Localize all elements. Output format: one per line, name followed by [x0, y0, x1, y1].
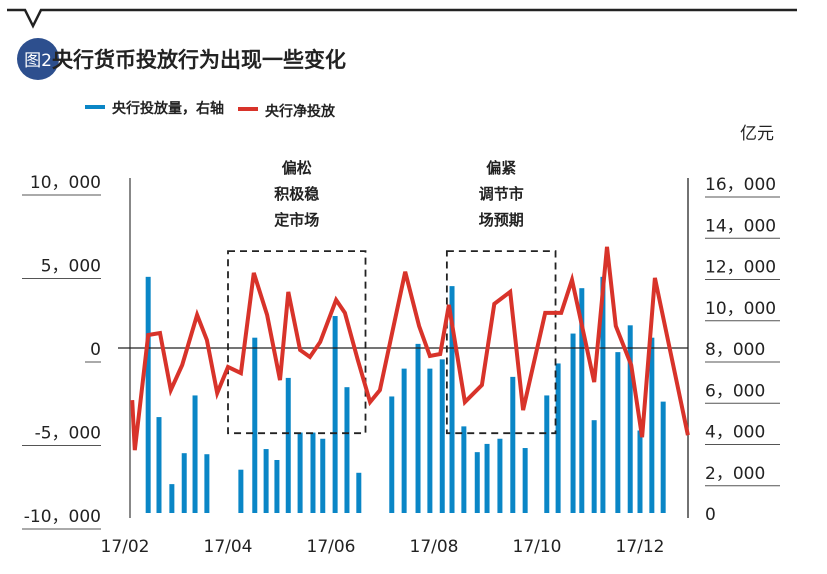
legend-label-bar: 央行投放量，右轴 [112, 100, 224, 117]
right-tick-label: 16，000 [705, 175, 776, 195]
bar-20 [427, 369, 432, 513]
header-rule [7, 10, 797, 26]
bar-7 [252, 338, 257, 513]
legend-swatch-line [238, 107, 258, 111]
unit-label: 亿元 [740, 124, 774, 144]
x-tick-label: 17/04 [204, 537, 253, 557]
bar-24 [475, 452, 480, 513]
x-tick-label: 17/06 [307, 537, 356, 557]
bar-39 [661, 402, 666, 513]
bar-26 [497, 439, 502, 513]
bar-23 [461, 426, 466, 513]
annotation-text: 偏紧 [486, 159, 516, 177]
bar-19 [416, 344, 421, 513]
bar-2 [169, 484, 174, 513]
bar-27 [510, 377, 515, 513]
left-tick-label: -5，000 [35, 424, 101, 444]
x-tick-label: 17/10 [513, 537, 562, 557]
bar-13 [320, 439, 325, 513]
bar-10 [286, 378, 291, 513]
bar-1 [156, 417, 161, 513]
bar-15 [344, 387, 349, 513]
left-tick-label: -10，000 [24, 507, 101, 527]
bar-29 [544, 395, 549, 513]
bar-0 [146, 277, 151, 513]
bar-3 [182, 453, 187, 513]
left-tick-label: 0 [90, 340, 101, 360]
x-tick-label: 17/02 [101, 537, 150, 557]
bar-28 [523, 448, 528, 513]
bar-8 [264, 449, 269, 513]
bar-35 [615, 352, 620, 513]
bar-37 [638, 431, 643, 514]
x-tick-label: 17/12 [616, 537, 665, 557]
legend-label-line: 央行净投放 [265, 103, 336, 120]
annotation-text: 定市场 [274, 211, 319, 229]
bar-14 [333, 316, 338, 513]
bar-21 [440, 359, 445, 513]
bar-17 [389, 396, 394, 513]
bar-25 [485, 444, 490, 513]
right-tick-label: 8，000 [705, 340, 765, 360]
right-tick-label: 12，000 [705, 258, 776, 278]
right-tick-label: 10，000 [705, 299, 776, 319]
right-tick-label: 2，000 [705, 464, 765, 484]
x-tick-label: 17/08 [410, 537, 459, 557]
right-tick-label: 0 [705, 505, 716, 525]
right-tick-label: 14，000 [705, 216, 776, 236]
bar-4 [193, 395, 198, 513]
bar-11 [298, 433, 303, 513]
bar-5 [204, 454, 209, 513]
chart-title: 央行货币投放行为出现一些变化 [52, 48, 346, 72]
bar-12 [310, 433, 315, 513]
bar-18 [402, 369, 407, 513]
annotation-text: 偏松 [282, 159, 312, 177]
annotation-text: 场预期 [479, 211, 524, 229]
left-tick-label: 10，000 [30, 173, 101, 193]
bar-6 [238, 470, 243, 513]
bar-33 [592, 420, 597, 513]
bar-16 [356, 473, 361, 513]
legend-swatch-bar [85, 105, 105, 109]
right-tick-label: 6，000 [705, 381, 765, 401]
annotation-text: 积极稳 [274, 185, 319, 203]
bar-9 [274, 460, 279, 513]
figure-badge-label: 图2 [24, 51, 52, 71]
left-tick-label: 5，000 [41, 257, 101, 277]
annotation-text: 调节市 [479, 185, 524, 203]
right-tick-label: 4，000 [705, 423, 765, 443]
bar-38 [649, 338, 654, 513]
bar-31 [571, 334, 576, 513]
